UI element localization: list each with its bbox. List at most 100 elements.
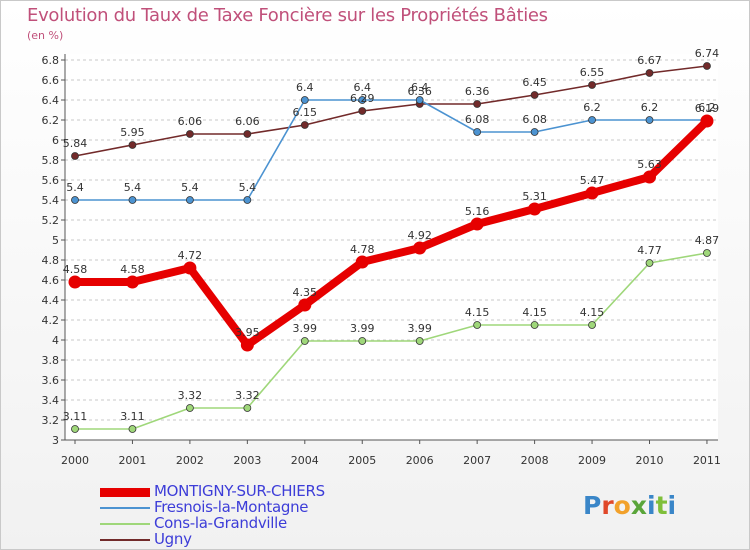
data-point	[128, 196, 137, 204]
y-tick-label: 6.4	[42, 94, 60, 107]
y-tick-label: 4	[52, 334, 59, 347]
data-label: 6.4	[354, 81, 372, 94]
y-tick-label: 4.8	[42, 254, 60, 267]
y-tick-label: 3	[52, 434, 59, 447]
data-label: 6.15	[293, 106, 318, 119]
y-unit-label: (en %)	[27, 29, 64, 42]
y-tick-label: 3.6	[42, 374, 60, 387]
y-tick-label: 5	[52, 234, 59, 247]
chart-title: Evolution du Taux de Taxe Foncière sur l…	[27, 5, 548, 26]
data-point	[125, 275, 139, 289]
y-tick-label: 3.8	[42, 354, 60, 367]
data-label: 5.4	[181, 181, 199, 194]
y-tick-label: 4.4	[42, 294, 60, 307]
data-labels: 5.84 5.95 6.06 6.06 6.15 6.29 6.36 6.36 6.45 6.55…	[63, 47, 719, 423]
plot-area	[65, 54, 718, 440]
data-point	[530, 91, 539, 99]
data-point	[415, 96, 424, 104]
logo-letter: x	[630, 491, 647, 520]
data-point	[355, 255, 369, 269]
data-label: 6.2	[698, 101, 716, 114]
data-label: 5.4	[239, 181, 257, 194]
data-label: 6.4	[411, 81, 429, 94]
y-tick-label: 6.8	[42, 54, 60, 67]
data-point	[358, 107, 367, 115]
data-label: 5.16	[465, 205, 490, 218]
y-tick-label: 6.6	[42, 74, 60, 87]
data-label: 6.06	[178, 115, 203, 128]
data-label: 6.08	[465, 113, 490, 126]
series-line	[74, 252, 708, 430]
data-label: 5.47	[580, 174, 605, 187]
data-point	[185, 130, 194, 138]
data-label: 4.92	[407, 229, 432, 242]
data-label: 6.08	[522, 113, 547, 126]
logo-letter: t	[655, 491, 668, 520]
data-label: 4.15	[580, 306, 605, 319]
logo-letter: i	[667, 491, 677, 520]
legend-swatch	[100, 539, 150, 541]
x-tick-label: 2003	[233, 454, 261, 467]
data-point	[243, 196, 252, 204]
y-tick-label: 6.2	[42, 114, 60, 127]
data-label: 6.74	[695, 47, 720, 60]
x-tick-label: 2007	[463, 454, 491, 467]
data-label: 6.19	[695, 102, 720, 115]
data-point	[703, 62, 711, 70]
x-tick-label: 2008	[521, 454, 549, 467]
data-label: 4.72	[178, 249, 203, 262]
data-point	[300, 96, 309, 104]
data-point	[185, 196, 194, 204]
data-point	[645, 116, 654, 124]
data-label: 6.06	[235, 115, 260, 128]
data-label: 3.11	[120, 410, 145, 423]
x-tick-label: 2005	[348, 454, 376, 467]
logo-letter: r	[601, 491, 614, 520]
data-point	[358, 96, 367, 104]
data-label: 4.87	[695, 234, 720, 247]
data-label: 4.35	[293, 286, 318, 299]
data-label: 5.31	[522, 190, 547, 203]
x-tick-label: 2002	[176, 454, 204, 467]
data-point	[588, 321, 596, 329]
y-tick-label: 5.8	[42, 154, 60, 167]
data-label: 5.4	[124, 181, 142, 194]
y-tick-label: 3.2	[42, 414, 60, 427]
data-point	[473, 128, 482, 136]
x-tick-label: 2006	[406, 454, 434, 467]
data-label: 4.58	[63, 263, 88, 276]
logo-letter: i	[647, 491, 656, 520]
data-point	[645, 259, 654, 267]
data-point	[585, 186, 599, 200]
data-point	[243, 404, 252, 412]
data-point	[300, 337, 309, 345]
data-label: 6.2	[583, 101, 601, 114]
series-line	[71, 117, 711, 349]
data-label: 3.99	[350, 322, 375, 335]
data-label: 6.67	[637, 54, 662, 67]
data-label: 3.32	[178, 389, 203, 402]
data-label: 6.45	[522, 76, 547, 89]
legend-label: Fresnois-la-Montagne	[154, 498, 309, 516]
data-point	[128, 141, 137, 149]
data-point	[473, 100, 482, 108]
y-tick-label: 3.4	[42, 394, 60, 407]
grid	[65, 54, 718, 441]
x-tick-label: 2004	[291, 454, 319, 467]
data-label: 6.55	[580, 66, 605, 79]
data-label: 6.29	[350, 92, 375, 105]
data-label: 3.11	[63, 410, 88, 423]
data-point	[300, 121, 309, 129]
legend-label: Ugny	[154, 530, 192, 548]
data-point	[588, 116, 596, 124]
data-label: 6.36	[407, 85, 432, 98]
proxiti-logo: Proxiti	[583, 491, 676, 520]
data-point	[183, 261, 197, 275]
x-tick-label: 2000	[61, 454, 89, 467]
data-point	[71, 196, 79, 204]
data-point	[470, 217, 484, 231]
data-point	[71, 425, 79, 433]
data-label: 3.95	[235, 326, 260, 339]
data-point	[643, 170, 656, 184]
